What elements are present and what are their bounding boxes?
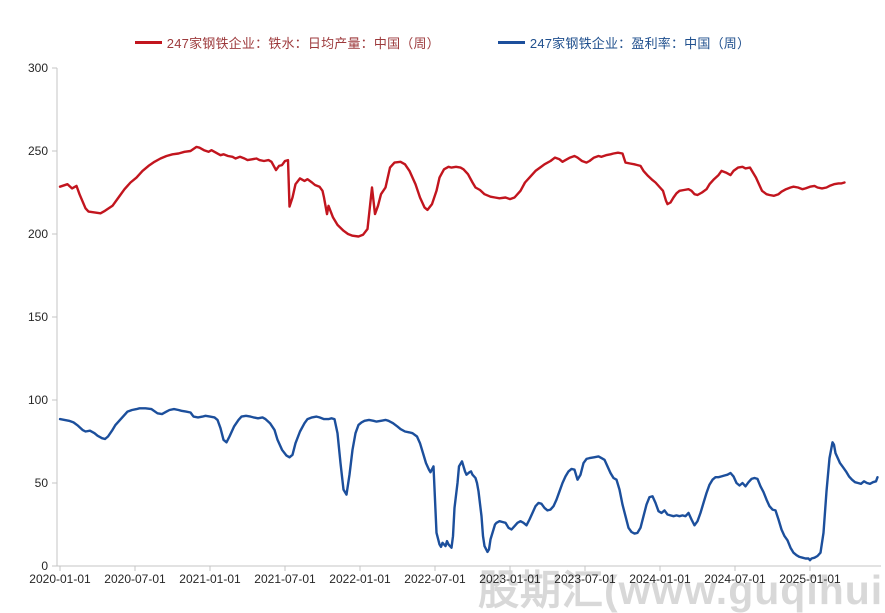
legend: 247家钢铁企业：铁水：日均产量：中国（周） 247家钢铁企业：盈利率：中国（周… bbox=[0, 33, 885, 52]
series-line-0 bbox=[58, 145, 846, 238]
x-axis-tick-label: 2023-07-01 bbox=[554, 572, 616, 586]
y-axis-tick-label: 50 bbox=[35, 476, 49, 490]
y-axis-tick-label: 300 bbox=[28, 61, 48, 75]
watermark: 股期汇(www.guqihui.cn) bbox=[478, 567, 885, 613]
y-axis-tick-label: 100 bbox=[28, 393, 48, 407]
x-axis-tick-label: 2020-01-01 bbox=[29, 572, 91, 586]
legend-swatch-blue-line bbox=[497, 41, 525, 44]
y-axis-tick-label: 200 bbox=[28, 227, 48, 241]
legend-label-hot-metal-output: 247家钢铁企业：铁水：日均产量：中国（周） bbox=[166, 36, 440, 51]
x-axis-tick-label: 2025-01-01 bbox=[779, 572, 841, 586]
x-axis-tick-label: 2023-01-01 bbox=[479, 572, 541, 586]
legend-label-profit-rate: 247家钢铁企业：盈利率：中国（周） bbox=[529, 36, 751, 51]
y-axis-tick-label: 250 bbox=[28, 144, 48, 158]
x-axis-tick-label: 2020-07-01 bbox=[104, 572, 166, 586]
y-axis-tick-label: 0 bbox=[41, 559, 48, 573]
series-line-1 bbox=[58, 407, 879, 562]
x-axis-tick-label: 2021-07-01 bbox=[254, 572, 316, 586]
x-axis-tick-label: 2021-01-01 bbox=[179, 572, 241, 586]
x-axis-tick-label: 2024-01-01 bbox=[629, 572, 691, 586]
x-axis-tick-label: 2022-01-01 bbox=[329, 572, 391, 586]
y-axis-tick-label: 150 bbox=[28, 310, 48, 324]
x-axis-tick-label: 2022-07-01 bbox=[404, 572, 466, 586]
legend-item-hot-metal-output: 247家钢铁企业：铁水：日均产量：中国（周） bbox=[134, 33, 440, 52]
x-axis-tick-label: 2024-07-01 bbox=[704, 572, 766, 586]
legend-swatch-red-line bbox=[134, 41, 162, 44]
legend-item-profit-rate: 247家钢铁企业：盈利率：中国（周） bbox=[497, 33, 751, 52]
